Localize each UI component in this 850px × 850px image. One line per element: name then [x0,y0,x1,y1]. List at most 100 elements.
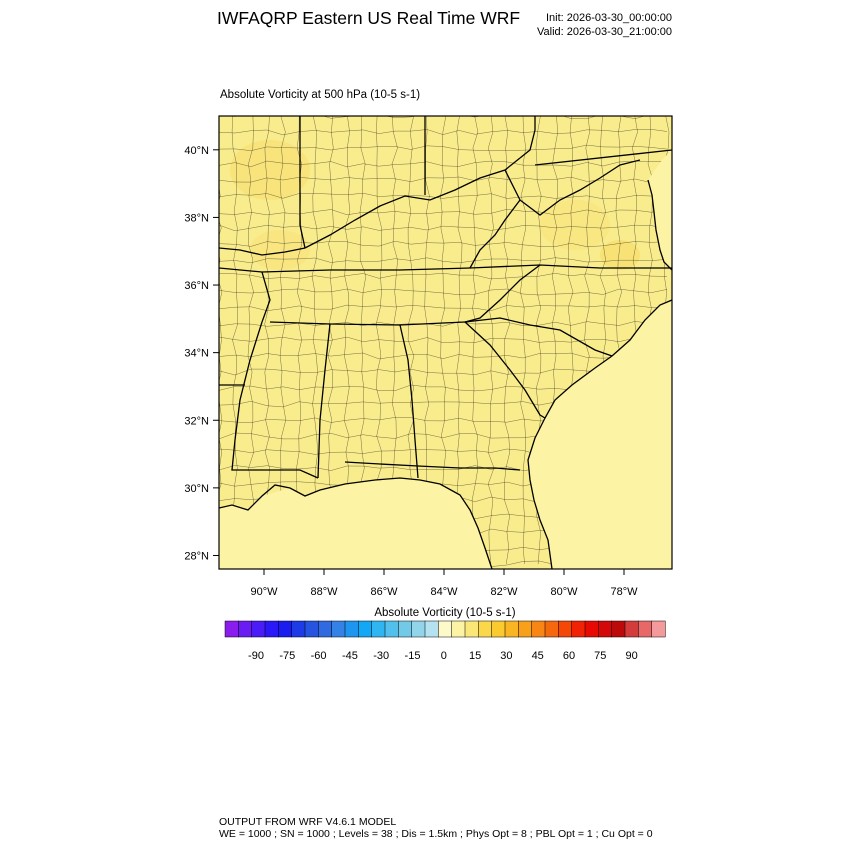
colorbar-swatch [624,620,639,638]
page-title: IWFAQRP Eastern US Real Time WRF [217,8,521,28]
lat-label: 32°N [184,415,209,427]
valid-time: Valid: 2026-03-30_21:00:00 [537,26,672,38]
colorbar-swatch [384,620,399,638]
colorbar-swatch [638,620,653,638]
colorbar-swatch [398,620,413,638]
colorbar-swatch [331,620,346,638]
colorbar-swatch [424,620,439,638]
county-line [471,116,479,565]
colorbar-swatch [438,620,453,638]
colorbar-tick-label: -90 [248,650,264,662]
colorbar-swatch [584,620,599,638]
ocean-mask [528,300,672,569]
county-line [219,304,668,311]
field-patch [600,240,640,270]
county-line [520,116,526,565]
county-line [279,116,286,565]
colorbar-tick-label: 75 [594,650,606,662]
county-boundaries [219,116,672,569]
county-line [219,288,668,296]
county-line [487,116,495,565]
colorbar-tick-label: 60 [563,650,575,662]
colorbar-swatch [278,620,293,638]
colorbar-swatch [571,620,586,638]
county-line [219,129,668,136]
lon-label: 82°W [490,586,518,598]
county-line [219,176,668,183]
county-line [264,116,270,565]
colorbar-swatch [251,620,266,638]
county-line [219,160,668,168]
county-line [219,224,668,231]
colorbar-swatch [451,620,466,638]
field-patch [250,230,310,270]
county-line [311,116,318,565]
lat-label: 28°N [184,550,209,562]
colorbar-swatch [238,620,253,638]
colorbar-swatch [224,620,239,638]
longitude-axis: 90°W 88°W 86°W 84°W 82°W 80°W 78°W [250,569,638,598]
lat-label: 30°N [184,483,209,495]
field-patch [360,300,440,340]
county-line [231,116,238,565]
colorbar-swatch [371,620,386,638]
colorbar-tick-label: 0 [441,650,447,662]
colorbar-swatch [264,620,279,638]
colorbar-tick-label: -60 [311,650,327,662]
county-line [219,116,646,119]
county-line [503,116,510,565]
lon-label: 78°W [610,586,638,598]
state-boundaries [219,116,672,479]
colorbar-title: Absolute Vorticity (10-5 s-1) [374,607,515,619]
latitude-axis: 40°N 38°N 36°N 34°N 32°N 30°N 28°N [184,145,219,562]
coastline [219,179,672,569]
colorbar-swatch [544,620,559,638]
colorbar-tick-label: -15 [405,650,421,662]
lat-label: 34°N [184,348,209,360]
county-line [219,321,668,327]
field-title: Absolute Vorticity at 500 hPa (10-5 s-1) [220,89,421,101]
colorbar-swatch [504,620,519,638]
init-time: Init: 2026-03-30_00:00:00 [546,12,672,24]
county-line [219,336,668,343]
colorbar-swatch [651,620,666,638]
colorbar-tick-label: -45 [342,650,358,662]
county-line [456,116,463,565]
colorbar-tick-label: 90 [625,650,637,662]
county-line [219,257,668,263]
footer-model-line: OUTPUT FROM WRF V4.6.1 MODEL [219,816,397,828]
field-shading [230,140,640,340]
map-frame [218,115,673,570]
county-line [219,144,668,151]
colorbar-swatch [531,620,546,638]
colorbar-tick-label: -30 [373,650,389,662]
colorbar-tick-label: 30 [500,650,512,662]
colorbar-swatch [358,620,373,638]
colorbar [224,620,666,638]
colorbar-swatch [464,620,479,638]
colorbar-tick-label: 15 [469,650,481,662]
ocean-mask [219,478,492,569]
county-line [247,116,255,565]
colorbar-swatch [411,620,426,638]
county-line [219,209,668,216]
colorbar-tick-labels: -90 -75 -60 -45 -30 -15 0 15 30 45 60 75 90 [248,650,638,662]
colorbar-swatch [558,620,573,638]
colorbar-swatch [518,620,533,638]
county-line [219,352,668,360]
colorbar-tick-label: -75 [279,650,295,662]
lon-label: 86°W [370,586,398,598]
colorbar-swatch [611,620,626,638]
county-line [219,193,668,199]
lat-label: 38°N [184,212,209,224]
colorbar-tick-label: 45 [532,650,544,662]
lat-label: 36°N [184,280,209,292]
colorbar-swatch [318,620,333,638]
lon-label: 90°W [250,586,278,598]
lon-label: 80°W [550,586,578,598]
county-line [219,241,668,247]
colorbar-swatch [304,620,319,638]
colorbar-swatch [478,620,493,638]
field-patch [540,200,610,250]
